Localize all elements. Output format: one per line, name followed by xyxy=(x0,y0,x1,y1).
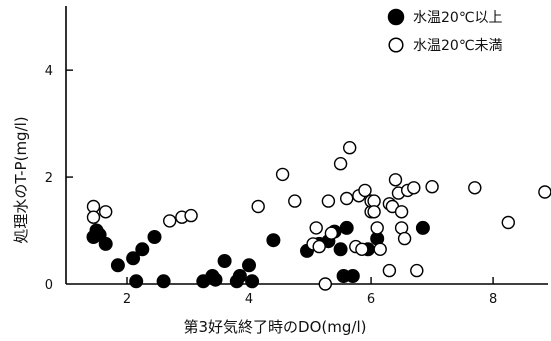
y-tick-label: 2 xyxy=(45,171,53,186)
data-point-open xyxy=(468,181,482,195)
data-point-open xyxy=(162,214,177,228)
data-points xyxy=(86,140,551,291)
data-point-open xyxy=(407,181,421,195)
legend: 水温20℃以上 水温20℃未満 xyxy=(387,8,503,54)
data-point-open xyxy=(275,167,290,182)
data-point-open xyxy=(340,191,354,206)
data-point-open xyxy=(288,194,302,208)
x-tick-label: 6 xyxy=(367,292,375,307)
data-point-filled xyxy=(217,253,232,268)
data-point-open xyxy=(367,205,381,219)
data-point-open xyxy=(86,210,101,224)
data-point-open xyxy=(321,194,336,208)
data-point-open xyxy=(394,205,409,219)
data-point-filled xyxy=(333,242,348,257)
series-cold xyxy=(86,140,551,291)
x-tick-label: 4 xyxy=(245,292,253,307)
data-point-filled xyxy=(345,269,360,284)
data-point-filled xyxy=(241,258,256,273)
data-point-open xyxy=(370,221,384,235)
data-point-filled xyxy=(156,274,171,289)
data-point-filled xyxy=(415,220,430,235)
x-tick-label: 2 xyxy=(123,292,131,307)
data-point-filled xyxy=(232,269,247,284)
data-point-open xyxy=(324,226,339,240)
legend-marker-filled xyxy=(387,8,405,26)
data-point-filled xyxy=(126,251,141,266)
axes xyxy=(65,6,548,285)
data-point-open xyxy=(373,242,387,257)
data-point-open xyxy=(410,263,424,278)
data-point-open xyxy=(343,140,357,155)
data-point-open xyxy=(358,183,372,198)
data-point-open xyxy=(184,208,198,223)
data-point-open xyxy=(501,215,515,230)
data-point-open xyxy=(312,239,326,254)
legend-marker-open xyxy=(388,37,404,53)
data-point-open xyxy=(538,185,551,199)
data-point-filled xyxy=(339,220,354,235)
data-point-filled xyxy=(266,233,281,248)
data-point-open xyxy=(397,231,412,246)
ticks: 2 4 6 8 0 2 4 xyxy=(45,64,498,307)
data-point-filled xyxy=(245,274,260,289)
data-point-open xyxy=(251,199,265,214)
legend-label-cold: 水温20℃未満 xyxy=(413,38,503,54)
data-point-filled xyxy=(208,272,223,287)
data-point-open xyxy=(333,156,348,171)
data-point-open xyxy=(355,242,369,257)
data-point-filled xyxy=(98,236,113,251)
data-point-open xyxy=(425,179,439,194)
x-tick-label: 8 xyxy=(489,292,497,307)
data-point-open xyxy=(309,221,323,235)
data-point-filled xyxy=(110,258,125,273)
y-axis-title: 処理水のT-P(mg/l) xyxy=(12,116,30,243)
data-point-filled xyxy=(129,274,144,289)
data-point-open xyxy=(98,205,113,219)
data-point-filled xyxy=(135,242,150,257)
data-point-open xyxy=(318,277,332,291)
data-point-open xyxy=(388,173,403,187)
y-tick-label: 0 xyxy=(45,278,53,293)
data-point-open xyxy=(382,263,397,278)
y-tick-label: 4 xyxy=(45,64,53,79)
x-axis-title: 第3好気終了時のDO(mg/l) xyxy=(184,318,367,336)
legend-label-warm: 水温20℃以上 xyxy=(413,10,503,26)
data-point-filled xyxy=(147,229,162,244)
